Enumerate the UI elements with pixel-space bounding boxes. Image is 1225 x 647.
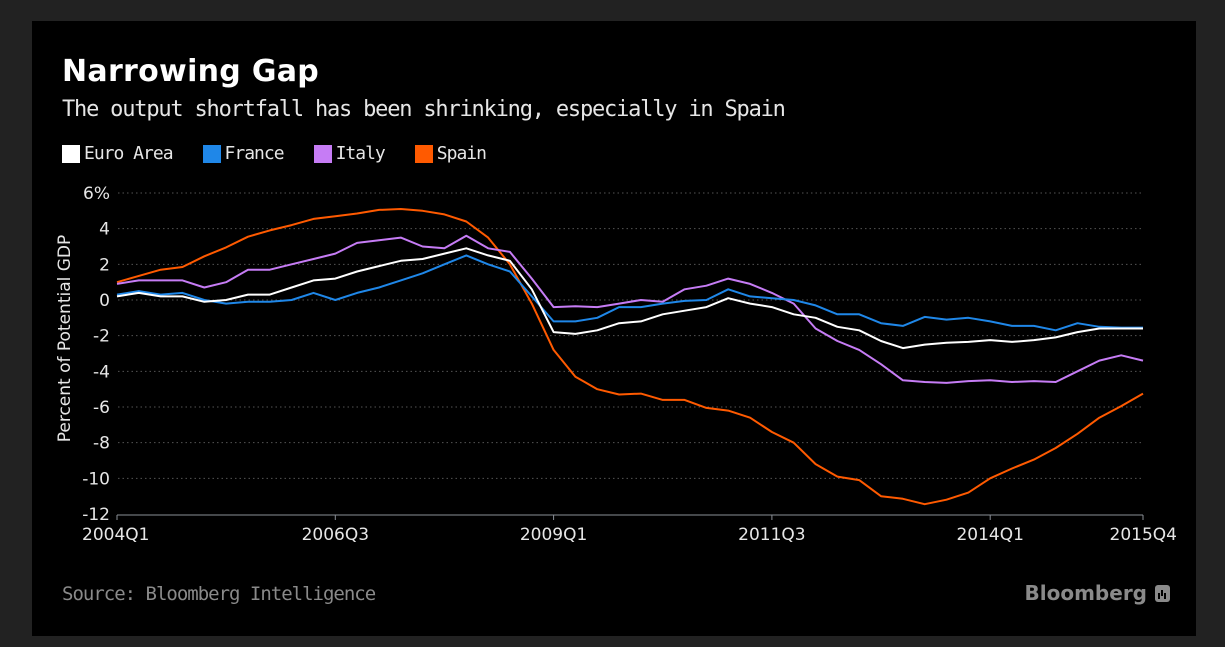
x-tick-label: 2014Q1 xyxy=(956,525,1023,545)
x-tick-label: 2009Q1 xyxy=(520,525,587,545)
series-line-spain xyxy=(116,208,1144,506)
brand-name: Bloomberg xyxy=(1024,581,1147,605)
legend-swatch-france xyxy=(202,144,221,163)
x-tick-label: 2011Q3 xyxy=(738,525,805,545)
y-tick-label: -10 xyxy=(82,469,110,489)
y-tick-label: -6 xyxy=(93,398,110,418)
legend-swatch-italy xyxy=(313,144,332,163)
y-tick-label: -12 xyxy=(82,505,110,525)
y-tick-label: 2 xyxy=(99,255,110,275)
series-line-france xyxy=(116,254,1143,332)
y-tick-label: -2 xyxy=(93,327,110,347)
bloomberg-logo: Bloomberg xyxy=(1025,581,1170,605)
source-note: Source: Bloomberg Intelligence xyxy=(62,583,376,605)
y-axis-label: Percent of Potential GDP xyxy=(55,235,75,443)
series-line-italy xyxy=(116,234,1144,384)
legend-label-france: France xyxy=(224,143,285,164)
y-tick-label: -4 xyxy=(93,362,110,382)
chart-subtitle: The output shortfall has been shrinking,… xyxy=(62,97,786,122)
legend-item-euro-area: Euro Area xyxy=(62,143,174,164)
y-tick-label: -8 xyxy=(93,434,110,454)
chart-title: Narrowing Gap xyxy=(62,54,320,89)
legend-label-euro-area: Euro Area xyxy=(84,143,174,164)
x-tick-label: 2004Q1 xyxy=(82,525,149,545)
legend-swatch-spain xyxy=(414,144,433,163)
x-tick-label: 2006Q3 xyxy=(302,525,369,545)
legend-label-italy: Italy xyxy=(335,143,386,164)
y-tick-label: 0 xyxy=(99,291,110,311)
y-tick-label: 4 xyxy=(99,220,110,240)
legend-item-italy: Italy xyxy=(313,143,386,164)
x-tick-label: 2015Q4 xyxy=(1110,525,1177,545)
legend-item-france: France xyxy=(202,143,285,164)
legend: Euro Area France Italy Spain xyxy=(62,143,516,164)
series-line-euro-area xyxy=(116,247,1143,350)
chart-panel: Narrowing Gap The output shortfall has b… xyxy=(32,21,1196,636)
legend-item-spain: Spain xyxy=(414,143,487,164)
legend-label-spain: Spain xyxy=(436,143,487,164)
bar-chart-badge-icon xyxy=(1155,584,1170,602)
legend-swatch-euro-area xyxy=(62,144,80,163)
y-tick-label: 6% xyxy=(83,184,110,204)
